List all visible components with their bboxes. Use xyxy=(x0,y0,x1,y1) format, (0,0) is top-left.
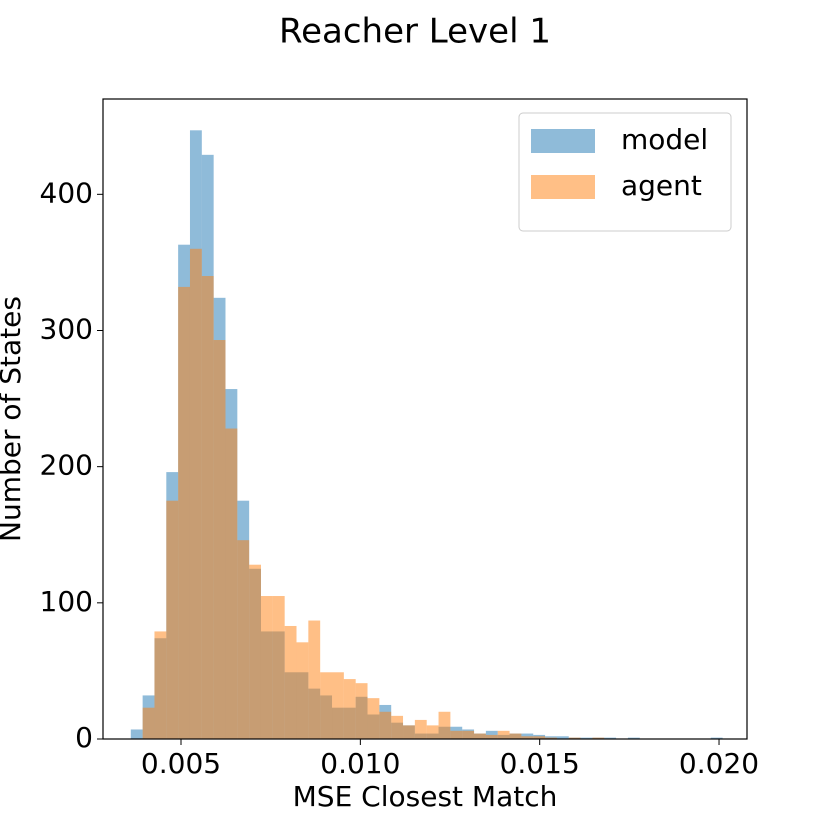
x-tick-label: 0.020 xyxy=(679,747,759,780)
legend-swatch xyxy=(531,129,595,153)
bar xyxy=(521,736,534,739)
bar xyxy=(509,733,522,739)
bar xyxy=(237,540,250,739)
y-axis-label: Number of States xyxy=(0,296,27,542)
bar xyxy=(414,719,427,739)
bar xyxy=(485,734,498,739)
bar xyxy=(142,707,155,739)
bar xyxy=(249,564,261,739)
bar xyxy=(545,737,557,739)
legend-label: agent xyxy=(621,169,702,202)
bar xyxy=(367,698,380,739)
bar xyxy=(497,730,510,739)
y-tick-label: 300 xyxy=(40,312,93,345)
bar xyxy=(450,730,463,739)
bar xyxy=(332,672,344,739)
bar xyxy=(284,625,297,739)
bar xyxy=(391,715,404,739)
y-tick-label: 100 xyxy=(40,585,93,618)
bar xyxy=(154,631,167,739)
bar xyxy=(343,679,356,739)
bar xyxy=(166,500,179,739)
x-tick-label: 0.015 xyxy=(500,747,580,780)
bar xyxy=(710,737,723,739)
legend-swatch xyxy=(531,175,595,199)
chart-title: Reacher Level 1 xyxy=(279,12,551,52)
bar xyxy=(379,711,392,739)
bar xyxy=(474,733,486,739)
y-tick-label: 200 xyxy=(40,449,93,482)
bar xyxy=(592,737,605,739)
bar xyxy=(438,711,451,739)
bar xyxy=(568,737,581,739)
bar xyxy=(130,729,143,739)
x-axis-label: MSE Closest Match xyxy=(293,780,558,813)
y-tick-label: 400 xyxy=(40,176,93,209)
bar xyxy=(225,428,238,739)
bar xyxy=(201,276,214,739)
bar xyxy=(178,286,190,739)
x-tick-label: 0.005 xyxy=(141,747,221,780)
bar xyxy=(426,725,439,739)
bar xyxy=(355,683,368,739)
bar xyxy=(403,725,415,739)
plot-frame xyxy=(102,98,748,740)
bar xyxy=(604,737,617,739)
y-tick-label: 0 xyxy=(75,721,93,754)
bar xyxy=(627,737,640,739)
bar xyxy=(213,340,226,739)
bar xyxy=(556,736,569,739)
bar xyxy=(308,620,321,739)
legend-label: model xyxy=(621,123,708,156)
bar xyxy=(320,672,333,739)
bar xyxy=(462,730,475,739)
x-tick-label: 0.010 xyxy=(320,747,400,780)
bar xyxy=(580,737,593,739)
bar xyxy=(260,596,273,739)
bar xyxy=(533,736,546,739)
bar xyxy=(296,642,309,739)
bar xyxy=(272,596,285,739)
bar xyxy=(189,248,202,739)
